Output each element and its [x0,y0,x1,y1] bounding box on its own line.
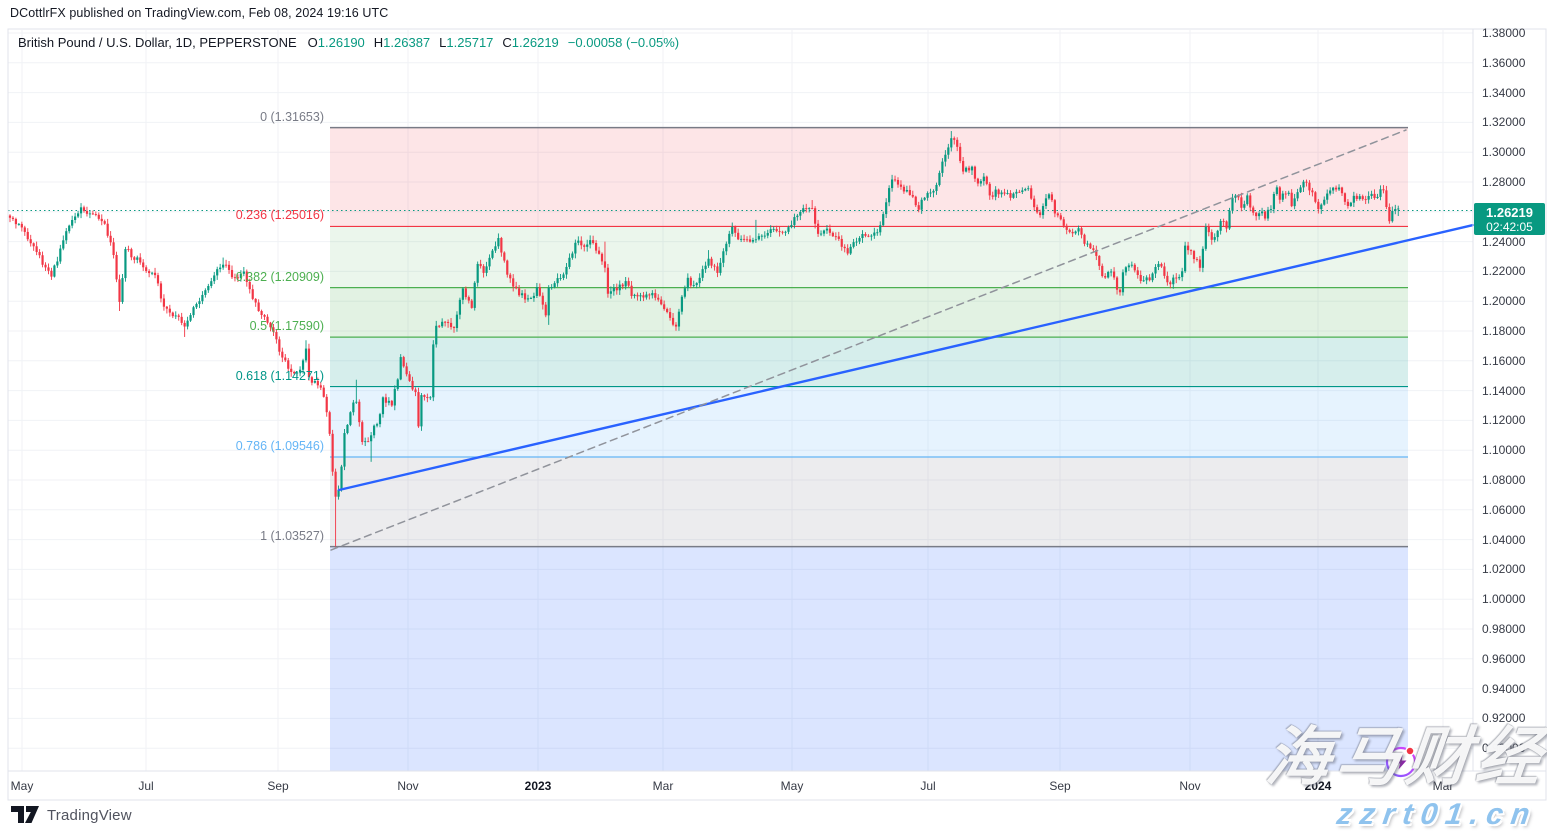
ohlc-value: 1.26387 [383,35,431,50]
price-axis-label: 1.20000 [1482,294,1526,309]
time-axis-label: Sep [1049,779,1071,793]
symbol-title: British Pound / U.S. Dollar, 1D, PEPPERS… [18,35,297,50]
price-axis-label: 1.04000 [1482,532,1526,547]
attribution-text: DCottlrFX published on TradingView.com, … [10,6,389,20]
price-axis-label: 1.14000 [1482,383,1526,398]
symbol-legend: British Pound / U.S. Dollar, 1D, PEPPERS… [18,35,679,50]
fib-level-label: 0 (1.31653) [260,109,324,124]
time-axis-label: Jul [920,779,936,793]
fib-level-label: 0.618 (1.14271) [235,368,324,383]
ohlc-value: 1.26219 [511,35,559,50]
price-axis-label: 0.96000 [1482,651,1526,666]
boost-icon[interactable] [1382,742,1426,782]
time-axis-label: Nov [1179,779,1201,793]
time-axis-label: Mar [652,779,674,793]
fib-level-label: 0.382 (1.20909) [235,269,324,284]
notification-dot [1405,746,1415,756]
time-axis-label: Nov [397,779,419,793]
price-axis-label: 1.10000 [1482,443,1526,458]
time-axis-label: Sep [267,779,289,793]
time-axis-label: Jul [138,779,154,793]
price-axis-label: 1.12000 [1482,413,1526,428]
ohlc-letter: H [373,35,384,50]
fib-level-label: 0.236 (1.25016) [235,208,324,223]
tradingview-brand-text: TradingView [47,806,132,824]
price-axis-label: 1.30000 [1482,145,1526,160]
price-axis-label: 1.32000 [1482,115,1526,130]
time-axis-label: 2024 [1304,779,1332,793]
fib-level-label: 0.786 (1.09546) [235,438,324,453]
price-axis-label: 1.18000 [1482,324,1526,338]
lightning-bolt-icon [1395,754,1407,770]
price-axis-label: 0.92000 [1482,711,1526,726]
time-axis-label: May [780,779,804,793]
price-axis-label: 1.28000 [1482,175,1526,189]
time-axis-label: Mar [1432,779,1454,793]
price-axis-label: 1.22000 [1482,264,1526,279]
price-axis-label: 1.02000 [1482,562,1526,577]
ohlc-value: 1.26190 [317,35,365,50]
price-axis-label: 0.94000 [1482,681,1526,696]
price-axis-label: 1.38000 [1482,26,1526,40]
ohlc-letter: C [502,35,512,50]
ohlc-letter: O [307,35,318,50]
price-axis-label: 1.34000 [1482,85,1526,100]
tradingview-logo-icon [11,806,39,823]
bar-countdown: 02:42:05 [1486,220,1533,235]
price-axis-label: 0.90000 [1482,741,1526,756]
price-axis-label: 1.06000 [1482,502,1526,517]
fib-level-label: 0.5 (1.17590) [249,319,324,334]
current-price-value: 1.26219 [1486,204,1533,220]
price-axis-label: 1.36000 [1482,55,1526,70]
time-axis-label: May [10,779,34,793]
tradingview-footer[interactable]: TradingView [10,805,132,825]
price-axis-label: 1.08000 [1482,473,1526,487]
price-axis-label: 1.16000 [1482,353,1526,368]
time-axis-label: 2023 [524,779,552,793]
price-axis-label: 1.24000 [1482,234,1526,249]
watermark-cjk: 海马财经 [1262,721,1547,793]
price-axis-label: 1.00000 [1482,592,1526,607]
price-axis-label: 0.98000 [1482,622,1526,636]
watermark-domain: zzrt01.cn [1334,798,1540,831]
current-price-badge: 1.26219 02:42:05 [1474,202,1545,235]
change-value: −0.00058 (−0.05%) [567,35,680,50]
fib-level-label: 1 (1.03527) [260,528,324,543]
ohlc-value: 1.25717 [446,35,494,50]
ohlc-values: O1.26190 H1.26387 L1.25717 C1.26219 [299,35,559,50]
ohlc-letter: L [439,35,447,50]
